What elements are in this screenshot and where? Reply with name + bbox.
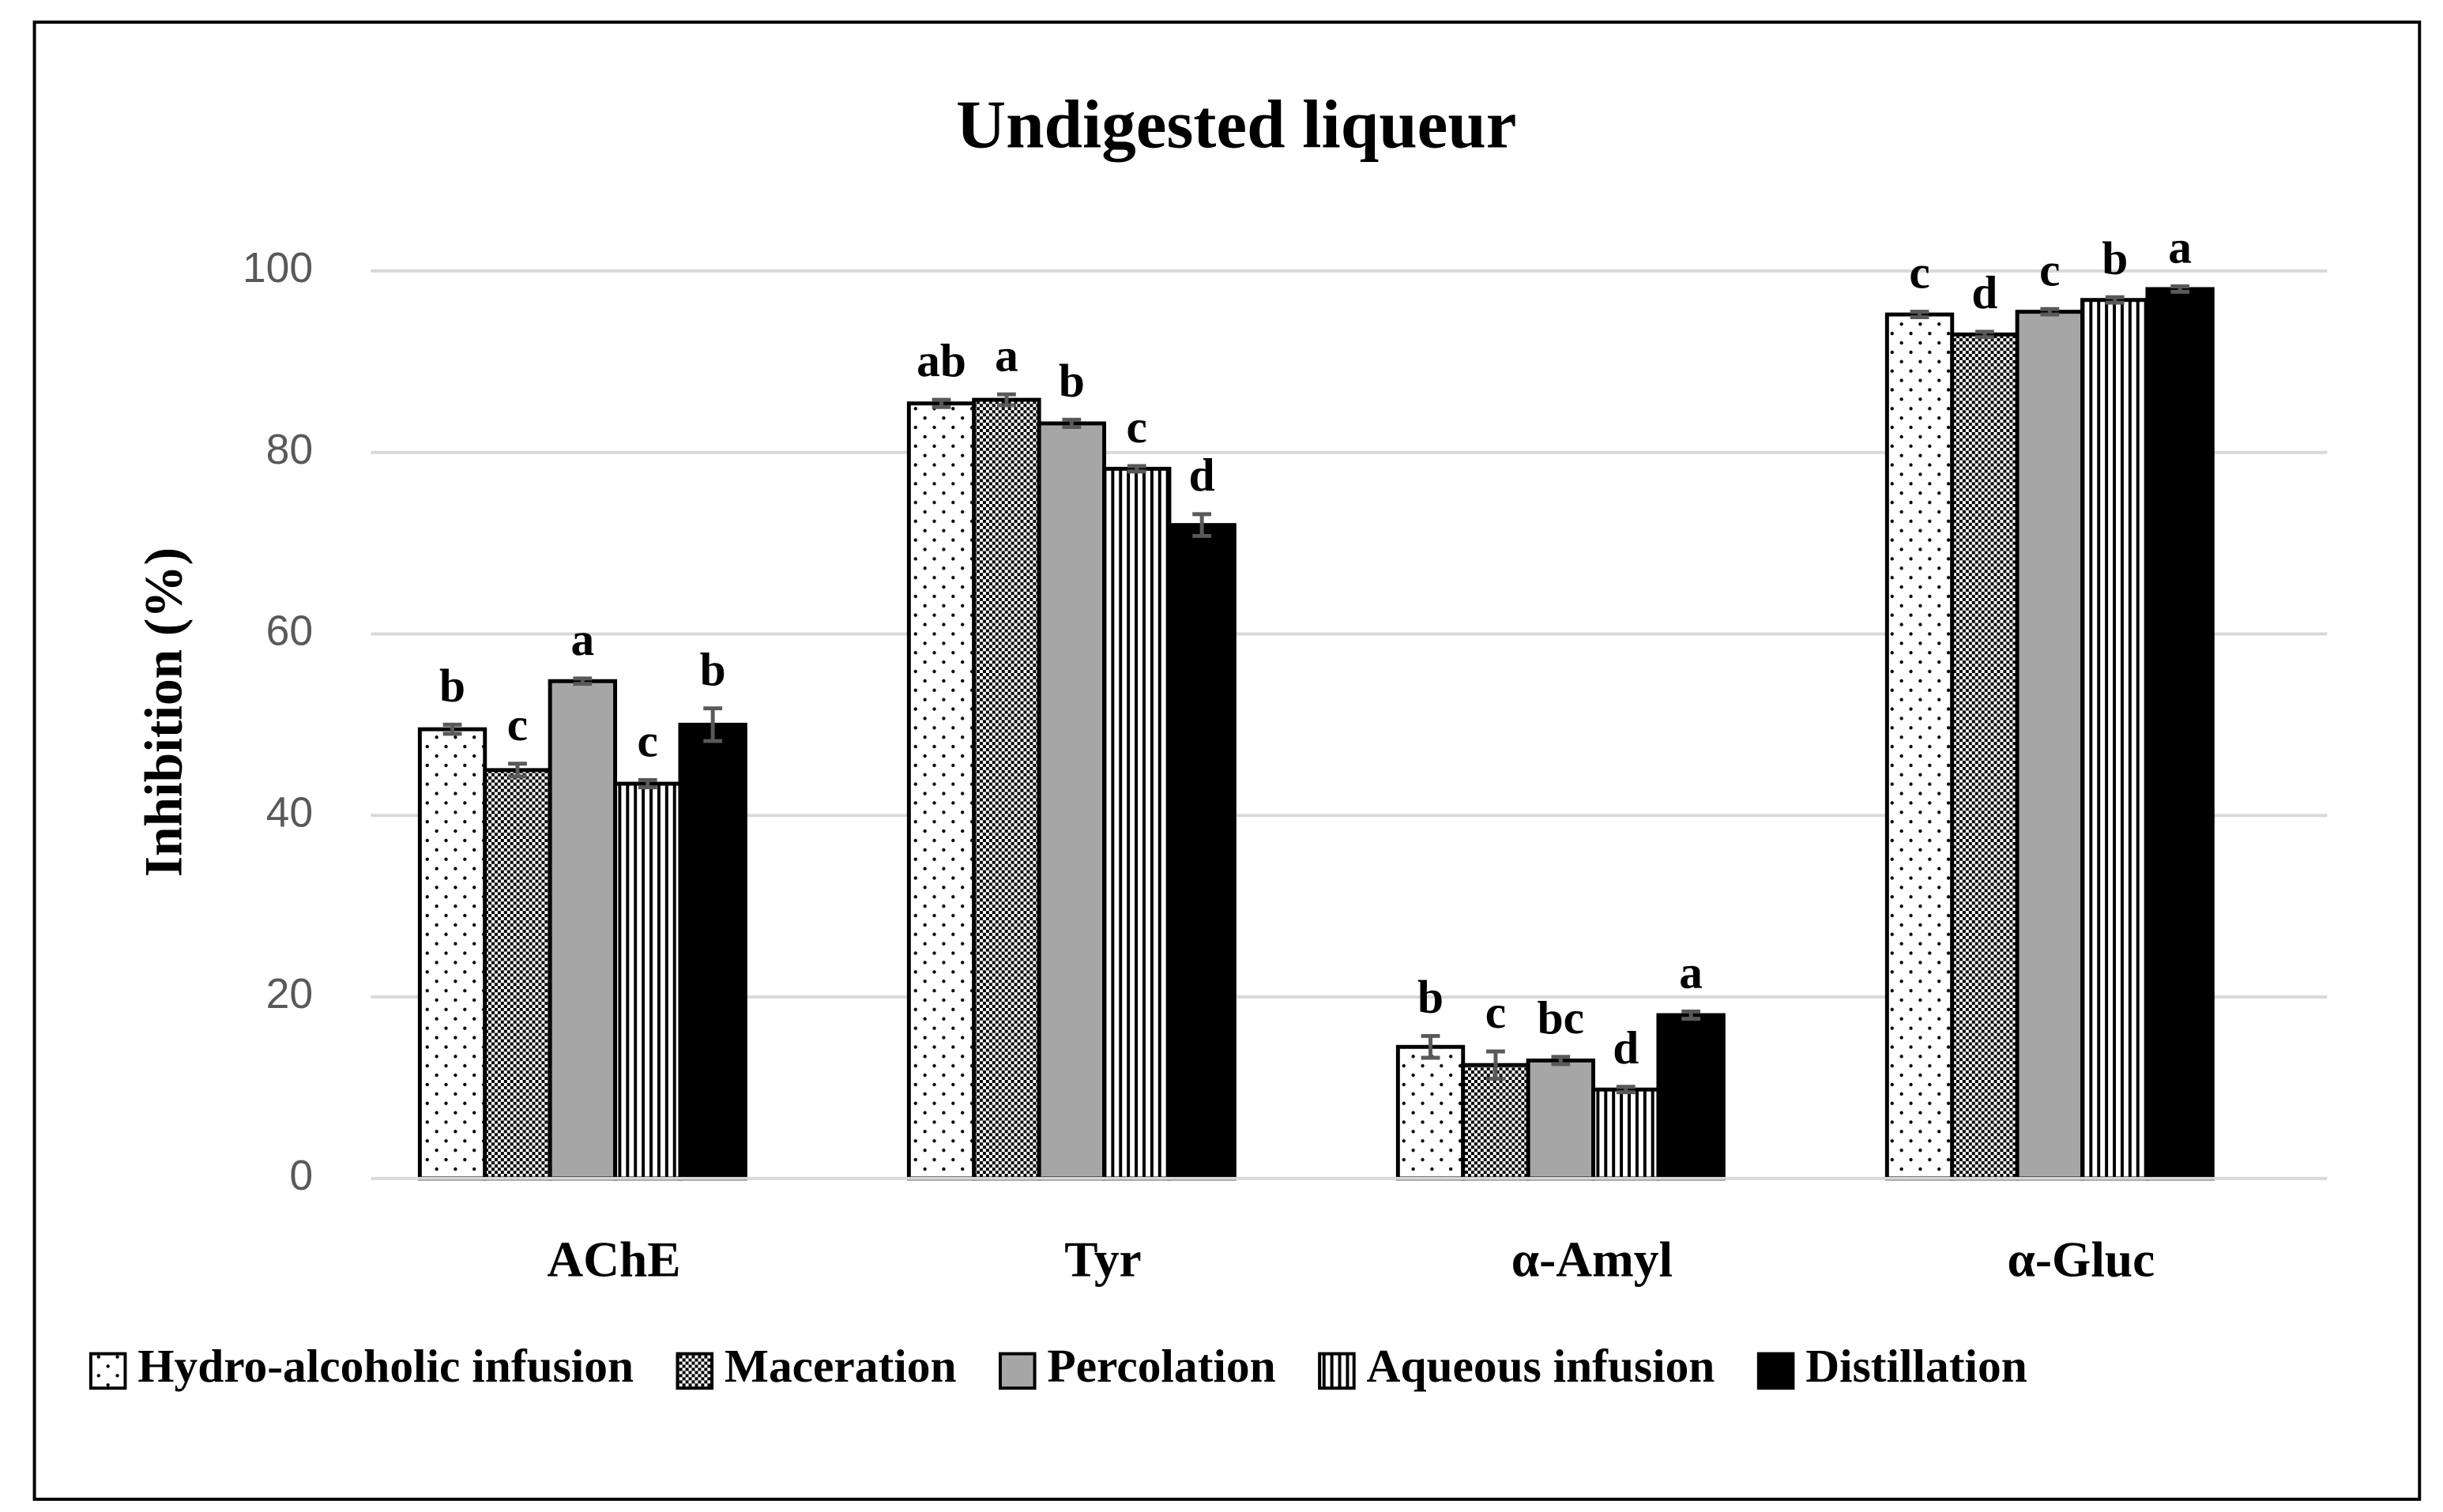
bar xyxy=(1102,466,1172,1181)
y-tick-label: 0 xyxy=(289,1153,313,1199)
bar xyxy=(1395,1044,1466,1181)
significance-letter: d xyxy=(1189,449,1215,501)
error-bar xyxy=(1192,512,1212,538)
error-bar xyxy=(508,762,527,779)
error-bar xyxy=(932,397,951,409)
x-tick-label: Tyr xyxy=(1064,1232,1141,1287)
chart-title: Undigested liqueur xyxy=(956,86,1516,163)
error-bar xyxy=(1062,417,1082,430)
bar xyxy=(2015,310,2085,1181)
error-bar xyxy=(1975,329,1994,340)
significance-letter: a xyxy=(570,613,594,665)
error-bar xyxy=(2105,295,2125,305)
significance-letter: bc xyxy=(1538,991,1584,1044)
y-tick-label: 60 xyxy=(266,608,313,655)
bar xyxy=(483,768,552,1181)
error-bar xyxy=(2170,284,2190,294)
significance-letter: a xyxy=(995,329,1018,381)
legend-label: Percolation xyxy=(1047,1340,1275,1392)
bar xyxy=(1950,332,2020,1181)
bar xyxy=(1526,1058,1596,1181)
error-bar xyxy=(703,706,723,743)
x-tick-label: α-Amyl xyxy=(1511,1232,1673,1287)
bar xyxy=(1656,1013,1726,1181)
legend-swatch xyxy=(1318,1352,1356,1390)
significance-letter: c xyxy=(507,698,528,750)
error-bar xyxy=(1127,464,1146,474)
significance-letter: a xyxy=(1679,946,1703,998)
significance-letter: c xyxy=(1127,401,1147,453)
significance-letter: ab xyxy=(917,334,966,386)
legend-label: Maceration xyxy=(725,1340,957,1392)
bar xyxy=(1167,523,1237,1181)
bar xyxy=(417,727,487,1181)
significance-letter: b xyxy=(1059,354,1085,406)
bar xyxy=(1461,1063,1530,1181)
significance-letter: b xyxy=(439,659,465,711)
significance-letter: b xyxy=(2102,231,2128,284)
significance-letter: d xyxy=(1971,266,1997,318)
x-tick-label: α-Gluc xyxy=(2008,1232,2155,1287)
legend-swatch xyxy=(999,1352,1037,1390)
significance-letter: c xyxy=(638,715,658,767)
x-tick-label: AChE xyxy=(547,1232,680,1287)
y-tick-label: 80 xyxy=(266,427,313,473)
error-bar xyxy=(1421,1033,1440,1060)
bar xyxy=(2145,287,2215,1181)
error-bar xyxy=(573,676,593,686)
significance-letter: b xyxy=(700,643,726,695)
y-tick-label: 100 xyxy=(243,245,313,291)
bar xyxy=(678,722,747,1181)
significance-letter: c xyxy=(2039,243,2060,295)
y-tick-label: 40 xyxy=(266,789,313,836)
error-bar xyxy=(1910,310,1929,320)
y-tick-label: 20 xyxy=(266,971,313,1017)
significance-letter: c xyxy=(1485,986,1506,1038)
bar xyxy=(2080,298,2150,1181)
legend-swatch xyxy=(1756,1352,1795,1390)
bar xyxy=(1884,312,1955,1181)
bar xyxy=(548,679,618,1181)
error-bar xyxy=(2040,307,2060,317)
bar xyxy=(906,401,977,1181)
error-bar xyxy=(997,392,1016,408)
error-bar xyxy=(638,777,657,790)
legend-label: Aqueous infusion xyxy=(1367,1340,1715,1392)
error-bar xyxy=(1486,1049,1505,1081)
legend-label: Hydro-alcoholic infusion xyxy=(137,1340,634,1392)
legend-label: Distillation xyxy=(1805,1340,2027,1392)
legend-swatch xyxy=(88,1352,127,1390)
error-bar xyxy=(442,722,462,736)
significance-letter: a xyxy=(2168,221,2192,273)
error-bar xyxy=(1616,1085,1636,1095)
error-bar xyxy=(1681,1009,1701,1021)
bar xyxy=(613,781,683,1181)
bar xyxy=(1037,421,1107,1181)
bar xyxy=(972,397,1041,1181)
significance-letter: c xyxy=(1909,246,1929,299)
significance-letter: d xyxy=(1613,1021,1639,1074)
legend-swatch xyxy=(676,1352,714,1390)
significance-letter: b xyxy=(1417,971,1444,1023)
error-bar xyxy=(1551,1055,1571,1066)
y-axis-label: Inhibition (%) xyxy=(134,547,193,877)
bar xyxy=(1591,1087,1661,1181)
